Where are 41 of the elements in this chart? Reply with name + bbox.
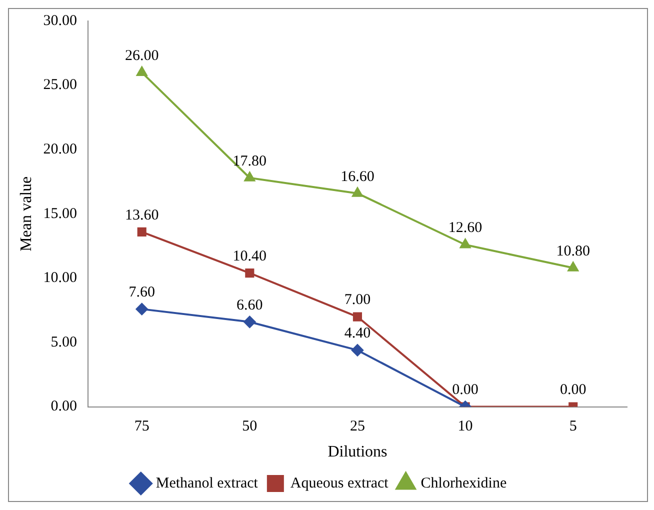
- point: [245, 268, 254, 278]
- y-axis-title: Mean value: [18, 176, 35, 252]
- y-tick-label: 30.00: [43, 12, 77, 29]
- x-tick-label: 50: [242, 418, 258, 435]
- legend-label: Chlorhexidine: [420, 475, 507, 492]
- point: [136, 303, 148, 316]
- x-tick-label: 25: [350, 418, 365, 435]
- y-tick-label: 15.00: [43, 206, 77, 222]
- point: [352, 312, 362, 322]
- point: [568, 262, 578, 272]
- data-label: 16.60: [340, 168, 374, 185]
- point: [137, 227, 146, 236]
- data-label: 26.00: [124, 48, 159, 64]
- y-tick-label: 5.00: [50, 334, 77, 350]
- point: [244, 172, 255, 182]
- data-label: 0.00: [452, 382, 478, 398]
- y-tick-label: 20.00: [43, 142, 77, 158]
- data-label: 17.80: [232, 153, 267, 170]
- data-label: 7.00: [344, 292, 371, 308]
- point: [352, 187, 363, 197]
- data-label: 6.60: [236, 297, 263, 314]
- data-label: 7.60: [128, 284, 155, 300]
- x-tick-label: 75: [134, 418, 150, 435]
- y-tick-label: 25.00: [43, 77, 77, 94]
- data-label: 10.80: [556, 243, 590, 260]
- point: [136, 66, 148, 76]
- data-label: 12.60: [448, 220, 482, 236]
- x-tick-label: 5: [569, 418, 577, 435]
- y-tick-label: 0.00: [50, 398, 77, 415]
- point: [460, 238, 471, 248]
- data-label: 10.40: [232, 248, 267, 264]
- data-label: 4.40: [344, 326, 371, 342]
- point: [244, 316, 256, 328]
- point: [351, 344, 364, 356]
- x-tick-label: 10: [458, 418, 473, 435]
- y-tick-label: 10.00: [43, 270, 77, 286]
- legend-label: Methanol extract: [156, 475, 259, 492]
- data-label: 0.00: [560, 382, 586, 398]
- x-axis-title: Dilutions: [328, 444, 388, 461]
- data-label: 13.60: [124, 207, 159, 224]
- legend-label: Aqueous extract: [290, 475, 390, 492]
